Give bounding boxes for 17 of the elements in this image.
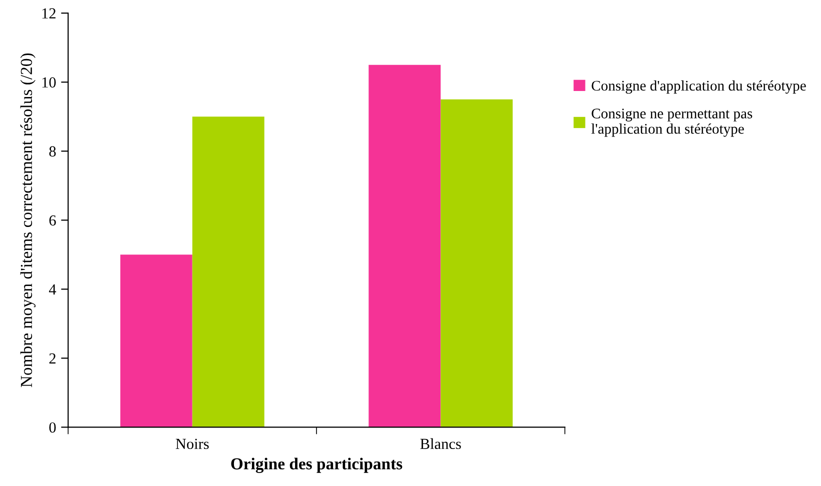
- bar: [120, 254, 192, 428]
- y-axis-title: Nombre moyen d'items correctement résolus (/20): [20, 53, 36, 388]
- y-tick-label: 8: [49, 146, 56, 157]
- y-tick-label: 0: [49, 422, 56, 433]
- bar: [368, 64, 441, 428]
- y-tick-label: 4: [48, 284, 56, 294]
- y-tick-label: 12: [42, 8, 56, 18]
- y-tick-label: 2: [49, 353, 56, 364]
- bar: [192, 116, 264, 428]
- legend-label: Consigne ne permettant pas l'application du stéréotype: [591, 108, 752, 137]
- x-tick-label: Noirs: [176, 438, 209, 450]
- y-tick-label: 6: [49, 215, 56, 226]
- x-axis-title: Origine des participants: [231, 458, 402, 473]
- y-tick-label: 10: [42, 77, 56, 88]
- x-tick-label: Blancs: [420, 438, 461, 450]
- bar: [440, 99, 513, 428]
- legend-label: Consigne d'application du stéréotype: [592, 80, 806, 94]
